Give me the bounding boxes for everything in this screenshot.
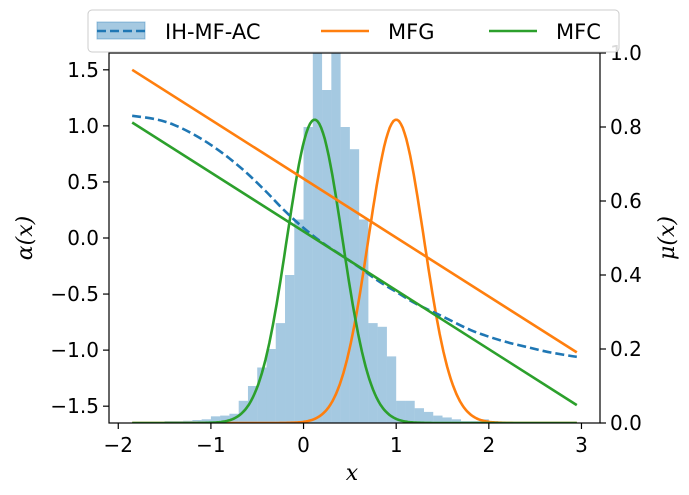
histogram-bar-25 (396, 400, 406, 423)
histogram-bar-28 (423, 411, 434, 423)
histogram-bar-23 (377, 326, 387, 423)
plot-area (131, 53, 578, 423)
histogram-bar-22 (368, 323, 378, 423)
histogram-bar-15 (303, 127, 313, 423)
curve-mfc-control (131, 121, 578, 407)
y-axis-right: 1.00.80.60.40.20.0 (600, 41, 642, 435)
y-axis-left: 1.5 1.0 0.5 0.0 −0.5 −1.0 −1.5 (50, 58, 109, 418)
histogram-bar-4 (201, 419, 211, 423)
histogram-bar-18 (331, 53, 341, 423)
x-tick-label: 3 (575, 433, 588, 457)
y-left-tick-label: −1.5 (50, 394, 99, 418)
y-right-tick-label: 0.0 (610, 411, 642, 435)
y-left-tick-label: 1.0 (67, 114, 99, 138)
y-left-tick-label: 1.5 (67, 58, 99, 82)
histogram-bar-10 (257, 367, 267, 423)
histogram-bar-27 (414, 408, 424, 423)
x-axis-title: x (346, 461, 359, 486)
legend-label-ih-mf-ac: IH-MF-AC (165, 20, 261, 44)
y-right-axis-title: μ(x) (655, 216, 680, 260)
y-right-tick-label: 0.4 (610, 263, 642, 287)
legend-label-mfg: MFG (388, 20, 434, 44)
x-tick-label: −1 (196, 433, 225, 457)
control-curves (131, 68, 578, 407)
x-tick-label: 1 (390, 433, 403, 457)
histogram-bar-13 (285, 275, 295, 423)
histogram-bar-19 (340, 127, 350, 423)
histogram-bar-29 (433, 415, 443, 423)
y-left-tick-label: −1.0 (50, 338, 99, 362)
histogram-bar-14 (294, 219, 304, 423)
x-tick-label: 2 (482, 433, 495, 457)
y-right-tick-label: 0.2 (610, 337, 642, 361)
y-left-tick-label: 0.0 (67, 226, 99, 250)
y-left-axis-title: α(x) (13, 216, 38, 260)
histogram-bar-20 (349, 149, 360, 423)
histogram-bar-3 (192, 420, 202, 423)
histogram-bar-17 (322, 90, 332, 423)
histogram-bar-9 (247, 386, 258, 423)
histogram-bar-24 (386, 356, 397, 423)
x-tick-label: 0 (297, 433, 310, 457)
curve-mfg-control (131, 68, 578, 354)
histogram-bar-6 (220, 415, 230, 423)
histogram-bar-11 (266, 349, 276, 423)
legend-label-mfc: MFC (556, 20, 601, 44)
histogram-bar-5 (210, 416, 221, 423)
y-left-tick-label: 0.5 (67, 170, 99, 194)
y-right-tick-label: 0.6 (610, 189, 642, 213)
x-axis: −2 −1 0 1 2 3 (104, 423, 588, 457)
histogram-bar-30 (442, 417, 452, 423)
y-right-tick-label: 0.8 (610, 115, 642, 139)
histogram-bar-26 (405, 400, 415, 423)
histogram-bar-31 (451, 419, 462, 423)
y-left-tick-label: −0.5 (50, 282, 99, 306)
legend: IH-MF-AC MFG MFC (87, 9, 620, 53)
histogram-bar-12 (275, 323, 286, 423)
histogram-bar-21 (359, 219, 369, 423)
x-tick-label: −2 (104, 433, 133, 457)
